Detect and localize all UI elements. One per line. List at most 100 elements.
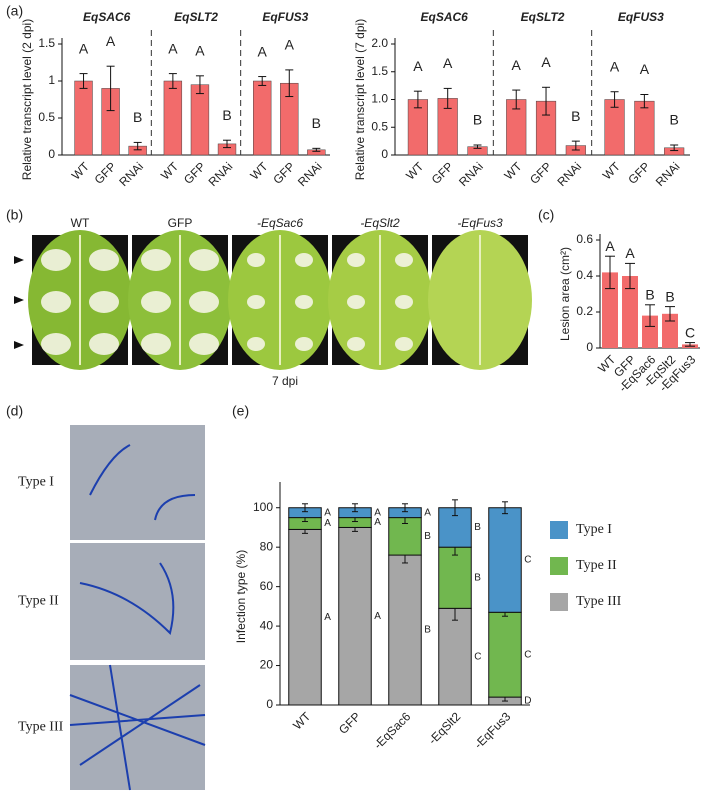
significance-letter: A — [195, 43, 205, 59]
significance-letter: B — [312, 115, 321, 131]
bar-segment — [438, 607, 472, 706]
lesion — [189, 291, 219, 313]
panel-label: (e) — [232, 403, 249, 419]
lesion — [295, 253, 313, 267]
arrowhead — [14, 341, 24, 349]
y-tick-label: 20 — [260, 658, 274, 672]
y-tick-label: 1 — [48, 73, 55, 87]
lesion — [141, 291, 171, 313]
bar — [74, 80, 93, 156]
significance-letter: A — [106, 33, 116, 49]
lesion — [189, 333, 219, 355]
lesion — [247, 337, 265, 351]
bar — [163, 80, 183, 156]
group-title: EqSAC6 — [83, 10, 131, 24]
significance-letter: C — [685, 324, 695, 340]
x-tick-label: RNAi — [295, 159, 325, 189]
group-title: EqFUS3 — [618, 10, 664, 24]
significance-letter: D — [524, 696, 531, 707]
bar-segment — [488, 507, 522, 613]
lesion — [89, 333, 119, 355]
significance-letter: A — [625, 245, 635, 261]
significance-letter: A — [443, 55, 453, 71]
bar-segment — [438, 546, 472, 609]
significance-letter: B — [665, 288, 674, 304]
significance-letter: B — [474, 522, 481, 533]
group-title: EqSAC6 — [420, 10, 468, 24]
significance-letter: B — [133, 109, 142, 125]
y-tick-label: 0 — [266, 697, 273, 711]
significance-letter: C — [524, 649, 531, 660]
y-tick-label: 0.6 — [576, 232, 593, 246]
legend-swatch — [550, 521, 568, 539]
x-tick-label: WT — [247, 159, 271, 183]
y-tick-label: 2.0 — [371, 36, 388, 50]
bar — [634, 100, 655, 156]
y-axis-label: Relative transcript level (2 dpi) — [20, 19, 34, 180]
x-tick-label: WT — [69, 159, 93, 183]
group-title: EqSLT2 — [174, 10, 218, 24]
legend-label: Type I — [576, 522, 612, 537]
y-axis-label: Infection type (%) — [234, 550, 248, 643]
photo-label: Type I — [18, 475, 54, 490]
significance-letter: A — [258, 43, 268, 59]
y-tick-label: 0 — [586, 340, 593, 354]
x-tick-label: -EqSac6 — [371, 709, 414, 752]
photo-label: -EqSac6 — [257, 216, 303, 230]
x-tick-label: -EqSlt2 — [426, 709, 464, 747]
lesion — [347, 295, 365, 309]
x-tick-label: WT — [158, 159, 182, 183]
y-tick-label: 40 — [260, 618, 274, 632]
significance-letter: C — [524, 555, 531, 566]
photo-label: -EqSlt2 — [360, 216, 400, 230]
lesion — [395, 295, 413, 309]
y-tick-label: 0.2 — [576, 304, 593, 318]
lesion — [141, 249, 171, 271]
arrowhead — [14, 256, 24, 264]
y-tick-label: 1.5 — [38, 36, 55, 50]
y-tick-label: 0.5 — [38, 110, 55, 124]
significance-letter: A — [285, 37, 295, 53]
x-tick-label: GFP — [429, 159, 456, 186]
lesion — [395, 253, 413, 267]
y-axis-label: Relative transcript level (7 dpi) — [353, 19, 367, 180]
y-tick-label: 1.5 — [371, 64, 388, 78]
significance-letter: A — [605, 238, 615, 254]
photo-label: Type III — [18, 720, 64, 735]
bar — [253, 80, 272, 156]
group-title: EqSLT2 — [521, 10, 565, 24]
significance-letter: B — [474, 572, 481, 583]
legend-swatch — [550, 593, 568, 611]
y-tick-label: 0.4 — [576, 268, 593, 282]
legend-label: Type II — [576, 558, 617, 573]
bar-segment — [488, 611, 522, 698]
significance-letter: C — [474, 651, 481, 662]
micrograph — [70, 543, 205, 660]
lesion — [41, 249, 71, 271]
lesion — [347, 253, 365, 267]
y-tick-label: 0 — [381, 147, 388, 161]
hypha — [79, 562, 175, 635]
bar-segment — [338, 526, 372, 706]
y-tick-label: 60 — [260, 579, 274, 593]
significance-letter: A — [324, 518, 331, 529]
lesion — [41, 291, 71, 313]
significance-letter: A — [374, 517, 381, 528]
caption: 7 dpi — [272, 374, 298, 388]
hypha — [69, 664, 206, 791]
y-tick-label: 1.0 — [371, 92, 388, 106]
significance-letter: B — [424, 531, 431, 542]
x-tick-label: GFP — [181, 159, 208, 186]
y-axis-label: Lesion area (cm²) — [558, 247, 572, 341]
lesion — [295, 295, 313, 309]
significance-letter: A — [424, 507, 431, 518]
y-tick-label: 0.5 — [371, 119, 388, 133]
lesion — [89, 291, 119, 313]
panel-label: (c) — [538, 207, 554, 223]
significance-letter: A — [610, 58, 620, 74]
significance-letter: A — [541, 54, 551, 70]
significance-letter: B — [222, 107, 231, 123]
bar — [662, 313, 678, 348]
group-title: EqFUS3 — [262, 10, 308, 24]
